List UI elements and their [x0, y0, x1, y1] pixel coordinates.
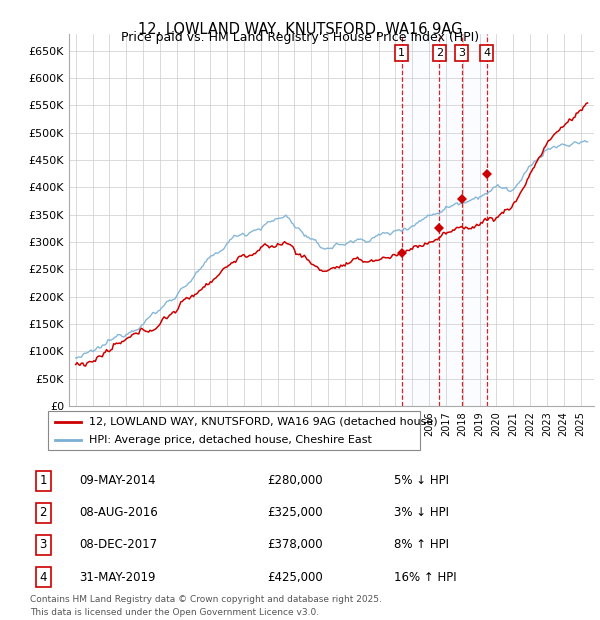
Text: 3% ↓ HPI: 3% ↓ HPI — [394, 507, 449, 520]
Text: 2: 2 — [40, 507, 47, 520]
Text: 31-MAY-2019: 31-MAY-2019 — [79, 570, 156, 583]
Text: Price paid vs. HM Land Registry's House Price Index (HPI): Price paid vs. HM Land Registry's House … — [121, 31, 479, 44]
Text: 1: 1 — [398, 48, 405, 58]
Text: 08-DEC-2017: 08-DEC-2017 — [79, 539, 157, 551]
Text: 12, LOWLAND WAY, KNUTSFORD, WA16 9AG: 12, LOWLAND WAY, KNUTSFORD, WA16 9AG — [138, 22, 462, 37]
Text: 16% ↑ HPI: 16% ↑ HPI — [394, 570, 457, 583]
Text: 3: 3 — [458, 48, 465, 58]
Text: 5% ↓ HPI: 5% ↓ HPI — [394, 474, 449, 487]
Text: 3: 3 — [40, 539, 47, 551]
Text: 12, LOWLAND WAY, KNUTSFORD, WA16 9AG (detached house): 12, LOWLAND WAY, KNUTSFORD, WA16 9AG (de… — [89, 417, 437, 427]
Text: 09-MAY-2014: 09-MAY-2014 — [79, 474, 156, 487]
FancyBboxPatch shape — [48, 411, 420, 449]
Bar — [401, 34, 487, 406]
Text: 4: 4 — [40, 570, 47, 583]
Text: 2: 2 — [436, 48, 443, 58]
Text: 1: 1 — [40, 474, 47, 487]
Text: £425,000: £425,000 — [267, 570, 323, 583]
Text: £280,000: £280,000 — [267, 474, 323, 487]
Text: HPI: Average price, detached house, Cheshire East: HPI: Average price, detached house, Ches… — [89, 435, 372, 445]
Text: 08-AUG-2016: 08-AUG-2016 — [79, 507, 158, 520]
Text: 8% ↑ HPI: 8% ↑ HPI — [394, 539, 449, 551]
Text: £378,000: £378,000 — [267, 539, 323, 551]
Text: Contains HM Land Registry data © Crown copyright and database right 2025.
This d: Contains HM Land Registry data © Crown c… — [30, 595, 382, 617]
Text: £325,000: £325,000 — [267, 507, 323, 520]
Text: 4: 4 — [483, 48, 490, 58]
